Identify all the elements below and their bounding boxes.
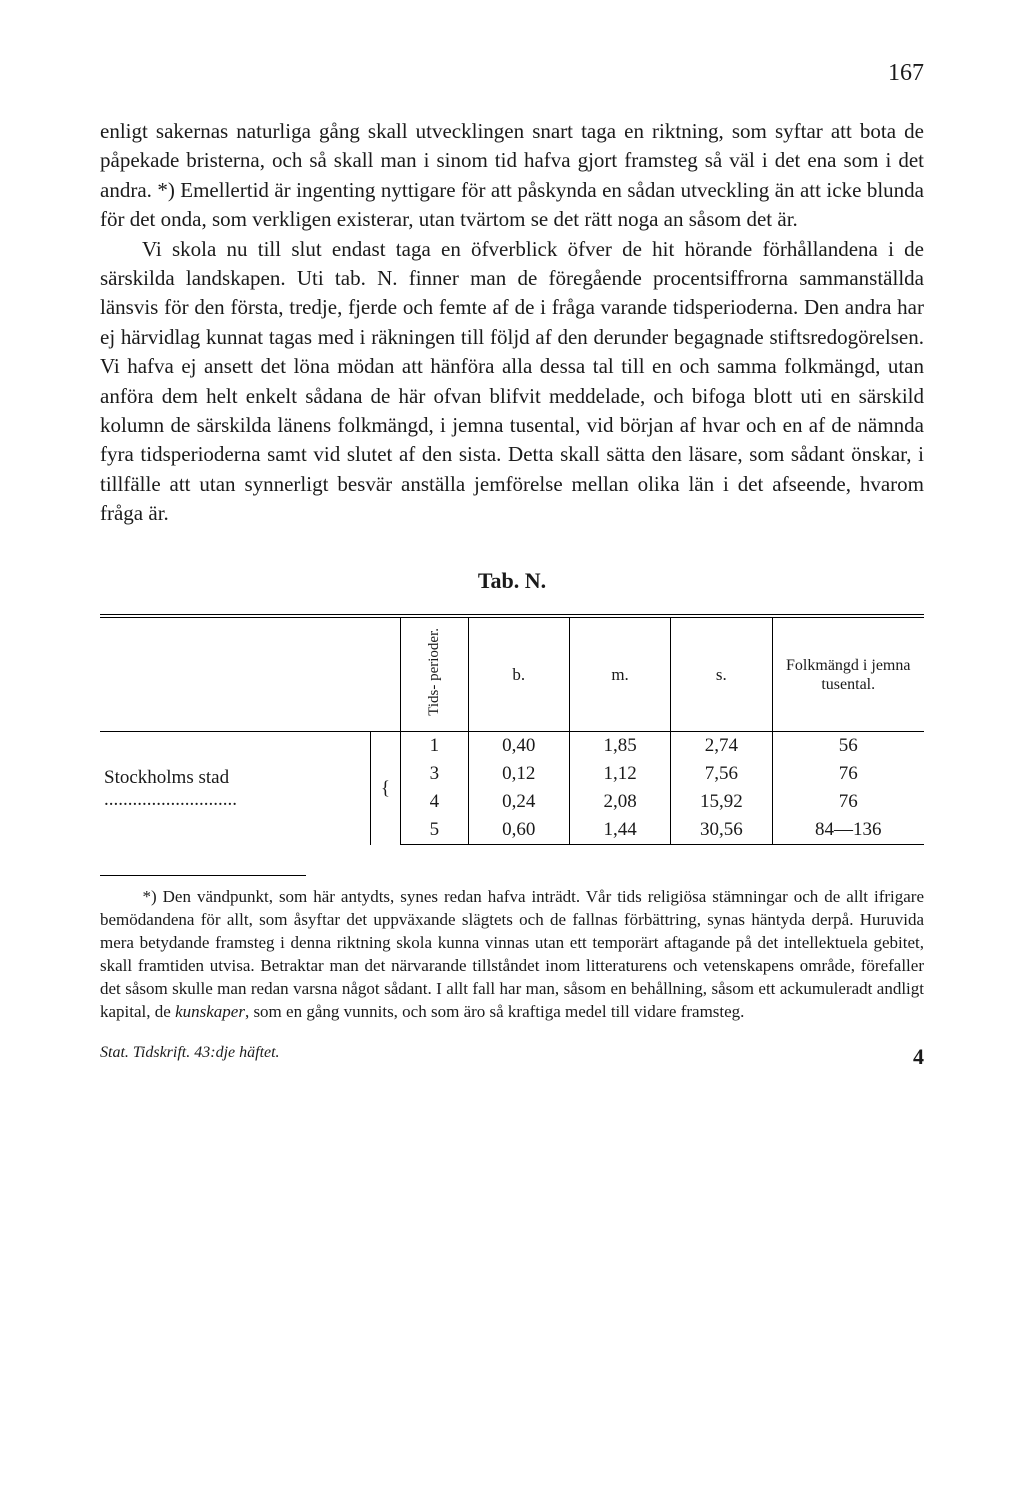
table-header-period: Tids- perioder.: [401, 616, 469, 731]
table-header-s: s.: [671, 616, 772, 731]
body-text-1: enligt sakernas naturliga gång skall utv…: [100, 119, 924, 231]
cell-s: 30,56: [671, 816, 772, 845]
cell-folk: 76: [772, 760, 924, 788]
table-row: Stockholms stad ........................…: [100, 732, 924, 761]
cell-b: 0,24: [468, 788, 569, 816]
cell-s: 15,92: [671, 788, 772, 816]
footnote-separator: [100, 875, 306, 876]
cell-s: 7,56: [671, 760, 772, 788]
table-header-region: [100, 616, 401, 731]
footnote-text-1: Den vändpunkt, som här antydts, synes re…: [100, 887, 924, 1021]
region-name: Stockholms stad ........................…: [100, 732, 370, 845]
footer-page-mark: 4: [913, 1044, 924, 1070]
page-footer: Stat. Tidskrift. 43:dje häftet. 4: [100, 1044, 924, 1070]
data-table: Tids- perioder. b. m. s. Folkmängd i jem…: [100, 614, 924, 845]
cell-period: 1: [401, 732, 469, 761]
footnote-italic: kunskaper: [175, 1002, 245, 1021]
brace-icon: {: [370, 732, 401, 845]
cell-period: 4: [401, 788, 469, 816]
table-header-folk: Folkmängd i jemna tusental.: [772, 616, 924, 731]
body-text-2: Vi skola nu till slut endast taga en öfv…: [100, 237, 924, 526]
cell-m: 1,85: [569, 732, 670, 761]
cell-m: 2,08: [569, 788, 670, 816]
cell-m: 1,12: [569, 760, 670, 788]
cell-folk: 56: [772, 732, 924, 761]
cell-period: 5: [401, 816, 469, 845]
cell-s: 2,74: [671, 732, 772, 761]
cell-b: 0,12: [468, 760, 569, 788]
table-caption: Tab. N.: [100, 568, 924, 594]
footer-citation: Stat. Tidskrift. 43:dje häftet.: [100, 1044, 280, 1070]
cell-b: 0,60: [468, 816, 569, 845]
footnote-text-2: , som en gång vunnits, och som äro så kr…: [245, 1002, 744, 1021]
cell-folk: 84—136: [772, 816, 924, 845]
cell-folk: 76: [772, 788, 924, 816]
footnote: *) Den vändpunkt, som här antydts, synes…: [100, 886, 924, 1024]
cell-b: 0,40: [468, 732, 569, 761]
page-number: 167: [100, 60, 924, 87]
body-paragraph: enligt sakernas naturliga gång skall utv…: [100, 117, 924, 528]
table-header-m: m.: [569, 616, 670, 731]
cell-m: 1,44: [569, 816, 670, 845]
table-header-b: b.: [468, 616, 569, 731]
cell-period: 3: [401, 760, 469, 788]
footnote-marker: *): [143, 887, 157, 906]
